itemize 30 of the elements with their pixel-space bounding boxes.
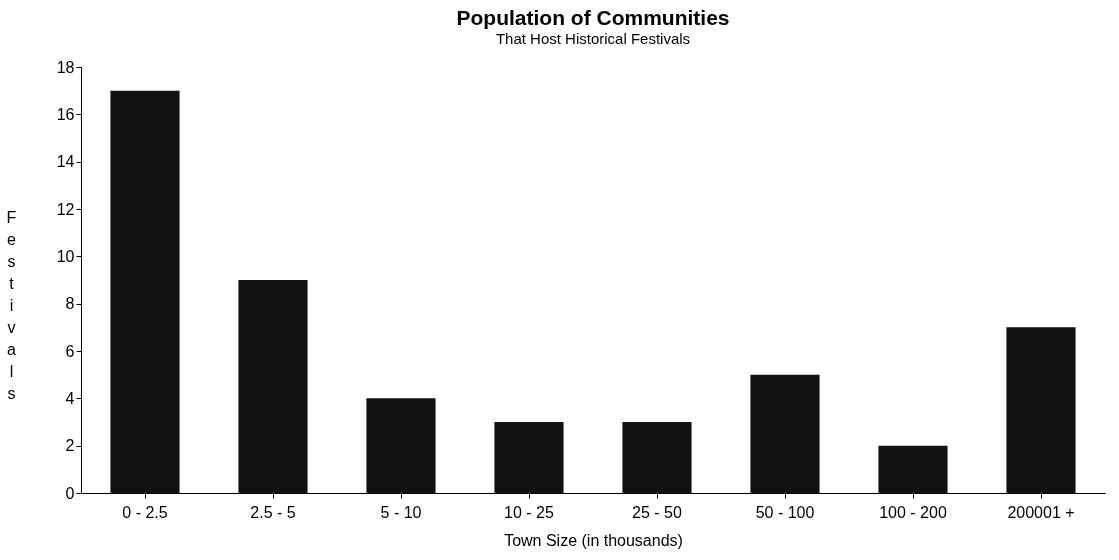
y-tick-label: 18 — [56, 58, 75, 76]
text: Festivals — [6, 208, 17, 402]
bar — [366, 398, 436, 493]
x-tick-label: 100 - 200 — [879, 503, 947, 521]
x-tick-label: 0 - 2.5 — [122, 503, 168, 521]
x-tick-label: 25 - 50 — [632, 503, 683, 521]
y-tick-label: 6 — [65, 342, 75, 360]
y-tick-label: 12 — [56, 200, 75, 218]
x-tick-label: 2.5 - 5 — [250, 503, 296, 521]
bar — [750, 374, 820, 493]
y-tick-label: 16 — [56, 105, 75, 123]
y-tick-label: 4 — [65, 389, 75, 407]
x-tick-label: 5 - 10 — [380, 503, 422, 521]
x-tick-label: 50 - 100 — [755, 503, 815, 521]
y-tick-label: 10 — [56, 247, 75, 265]
x-axis-title: Town Size (in thousands) — [504, 531, 683, 549]
y-tick-label: 2 — [65, 437, 75, 455]
bar — [622, 422, 692, 493]
bar — [878, 445, 948, 493]
x-tick-label: 200001 + — [1007, 503, 1075, 521]
bar — [494, 422, 564, 493]
y-tick-label: 0 — [65, 484, 75, 502]
x-tick-label: 10 - 25 — [504, 503, 555, 521]
chart-title: Population of Communities — [456, 6, 730, 29]
bar — [110, 90, 180, 493]
bar — [1006, 327, 1076, 493]
y-tick-label: 8 — [65, 295, 75, 313]
bar — [238, 280, 308, 493]
y-tick-label: 14 — [56, 153, 75, 171]
chart-subtitle: That Host Historical Festivals — [495, 30, 691, 47]
